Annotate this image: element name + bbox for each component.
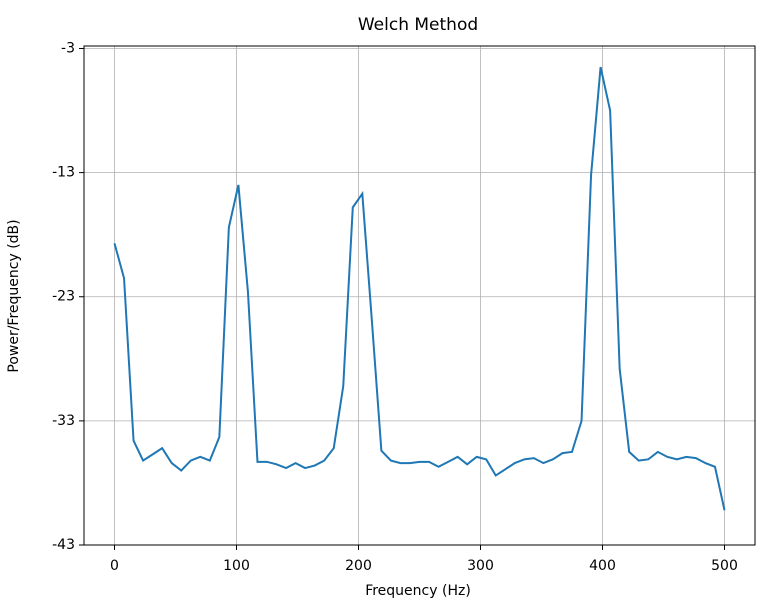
x-tick-label: 0: [110, 558, 119, 574]
y-axis-label: Power/Frequency (dB): [6, 219, 22, 372]
y-tick-label: -33: [52, 413, 75, 429]
x-tick-label: 300: [467, 558, 494, 574]
x-tick-label: 200: [345, 558, 372, 574]
x-axis-label: Frequency (Hz): [365, 583, 471, 599]
chart-title: Welch Method: [358, 15, 478, 35]
x-tick-label: 100: [223, 558, 250, 574]
y-tick-label: -13: [52, 165, 75, 181]
plot-frame: [83, 45, 756, 546]
y-tick-label: -43: [52, 537, 75, 553]
y-tick-label: -3: [61, 40, 75, 56]
data-line: [113, 66, 726, 511]
x-tick-label: 400: [589, 558, 616, 574]
x-tick-label: 500: [711, 558, 738, 574]
y-tick-label: -23: [52, 289, 75, 305]
